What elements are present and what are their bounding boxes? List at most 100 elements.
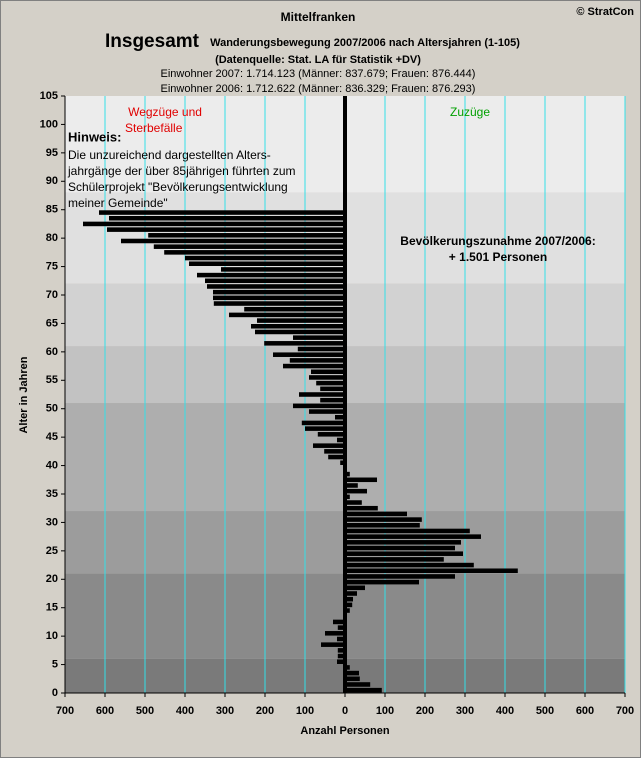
y-tick-label: 50 <box>46 403 58 415</box>
bar <box>345 551 463 556</box>
bar <box>345 517 422 522</box>
bar <box>99 210 345 215</box>
info: Einwohner 2007: 1.714.123 (Männer: 837.6… <box>161 68 476 80</box>
bar <box>345 511 407 517</box>
bar <box>345 687 382 693</box>
left-label: Sterbefälle <box>125 121 183 135</box>
x-tick-label: 0 <box>342 705 348 717</box>
y-tick-label: 55 <box>46 374 58 386</box>
bar <box>293 335 345 340</box>
bar <box>345 608 350 613</box>
bar <box>107 227 345 232</box>
x-tick-label: 100 <box>296 705 314 717</box>
bar <box>337 659 345 665</box>
summary: + 1.501 Personen <box>449 250 547 264</box>
y-tick-label: 70 <box>46 289 58 301</box>
y-tick-label: 25 <box>46 545 58 557</box>
y-tick-label: 80 <box>46 232 58 244</box>
bar <box>148 233 345 238</box>
y-tick-label: 0 <box>52 687 58 699</box>
info: Einwohner 2006: 1.712.622 (Männer: 836.3… <box>161 83 476 95</box>
y-tick-label: 95 <box>46 147 58 159</box>
x-tick-label: 400 <box>496 705 514 717</box>
note: Schülerprojekt "Bevölkerungsentwicklung <box>68 180 288 194</box>
x-tick-label: 600 <box>96 705 114 717</box>
bar <box>299 392 345 397</box>
subtitle: Wanderungsbewegung 2007/2006 nach Alters… <box>210 37 520 49</box>
bar <box>320 386 345 392</box>
y-tick-label: 10 <box>46 630 58 642</box>
bar <box>345 483 358 488</box>
left-label: Wegzüge und <box>128 105 202 119</box>
y-tick-label: 15 <box>46 602 58 614</box>
bar <box>255 329 345 335</box>
bar <box>251 323 345 329</box>
x-tick-label: 600 <box>576 705 594 717</box>
y-tick-label: 85 <box>46 204 58 216</box>
bar <box>345 602 353 608</box>
bar <box>264 341 345 346</box>
bar <box>337 437 345 443</box>
note-title: Hinweis: <box>68 129 121 144</box>
bar <box>301 420 345 426</box>
x-tick-label: 200 <box>416 705 434 717</box>
bar <box>337 653 345 659</box>
bar <box>345 670 359 676</box>
bar <box>345 682 371 687</box>
bar <box>337 625 345 630</box>
bar <box>345 500 362 505</box>
bar <box>325 631 345 636</box>
y-tick-label: 105 <box>40 90 58 102</box>
chart-title: Mittelfranken <box>281 10 356 24</box>
heading: Insgesamt <box>105 31 200 52</box>
bar <box>345 505 378 511</box>
bar <box>345 540 461 545</box>
bar <box>321 642 345 647</box>
note: meiner Gemeinde" <box>68 196 168 210</box>
y-tick-label: 35 <box>46 488 58 500</box>
subtitle: (Datenquelle: Stat. LA für Statistik +DV… <box>215 54 421 66</box>
bar <box>335 414 345 420</box>
bar <box>337 648 345 653</box>
bar <box>283 363 345 369</box>
bar <box>197 272 345 278</box>
bar <box>333 619 345 625</box>
y-tick-label: 60 <box>46 346 58 358</box>
bar <box>121 238 345 244</box>
bar <box>340 460 345 466</box>
x-tick-label: 500 <box>136 705 154 717</box>
bar <box>328 454 345 460</box>
bar <box>273 352 345 357</box>
x-tick-label: 700 <box>616 705 634 717</box>
bar <box>345 591 357 596</box>
bar <box>205 278 345 284</box>
plot: 700 600 500 400 300 200 100 0 100 200 300 400 500 600… <box>40 90 635 717</box>
y-tick-label: 5 <box>52 658 58 670</box>
summary: Bevölkerungszunahme 2007/2006: <box>400 234 595 248</box>
bar <box>345 579 419 585</box>
y-tick-label: 100 <box>40 118 58 130</box>
bar <box>213 301 345 306</box>
bar <box>213 289 345 295</box>
note: Die unzureichend dargestellten Alters- <box>68 148 271 162</box>
bar <box>153 244 345 249</box>
bar <box>257 318 345 323</box>
bar <box>320 397 345 403</box>
bar <box>324 449 345 454</box>
bar <box>345 494 350 500</box>
y-tick-label: 90 <box>46 175 58 187</box>
y-tick-label: 65 <box>46 317 58 329</box>
x-tick-label: 700 <box>56 705 74 717</box>
bar <box>164 250 345 255</box>
bar <box>345 562 474 568</box>
copyright: © StratCon <box>576 6 634 18</box>
bar <box>221 267 345 272</box>
bar <box>309 375 345 380</box>
bar <box>213 295 345 301</box>
bar <box>309 409 345 414</box>
x-tick-label: 300 <box>456 705 474 717</box>
bar <box>316 380 345 386</box>
bar <box>345 574 455 579</box>
y-tick-label: 40 <box>46 459 58 471</box>
